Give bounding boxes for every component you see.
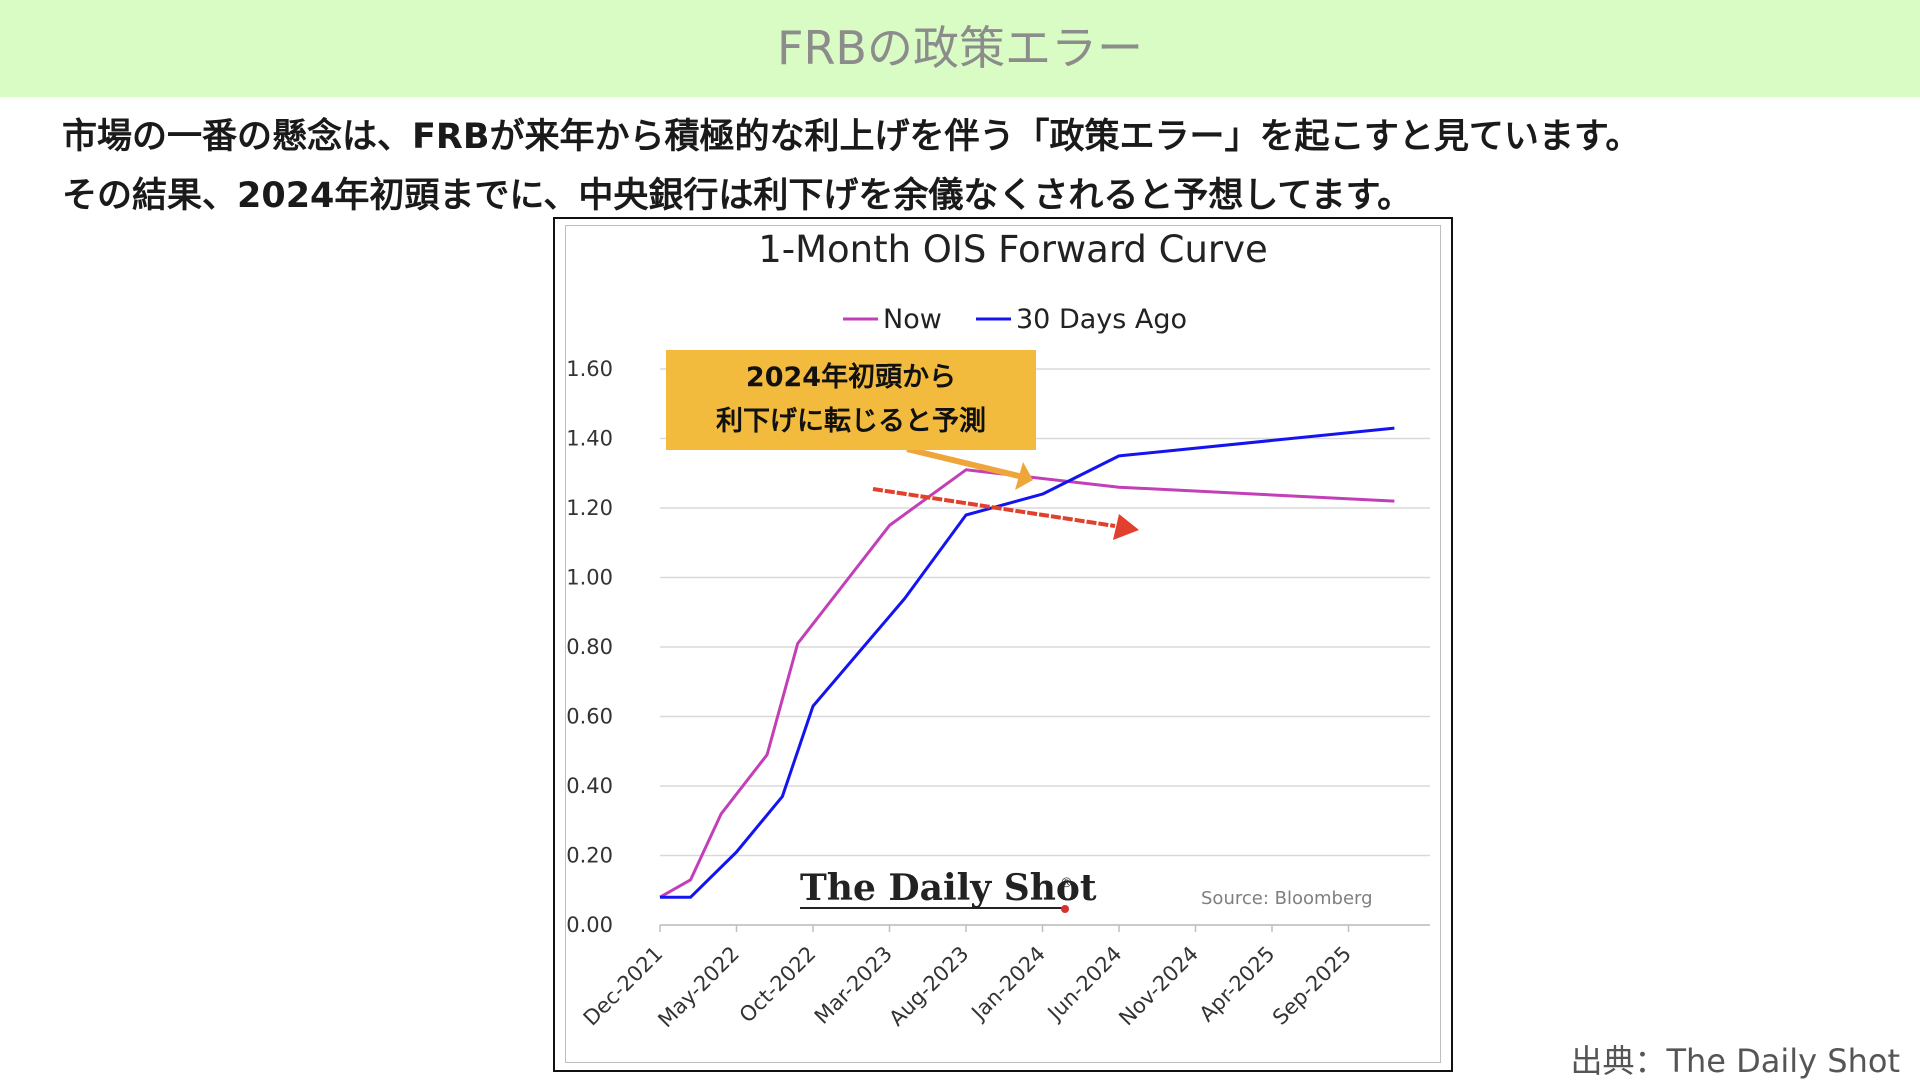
x-axis-ticks: Dec-2021May-2022Oct-2022Mar-2023Aug-2023… [579,925,1356,1032]
series-line-now [659,468,1395,899]
chart-inner-border [565,225,1441,1063]
ois-forward-curve-chart: 0.00 0.20 0.40 0.60 0.80 1.00 1.20 1.40 1.60 Dec… [566,228,1430,1032]
y-tick-label: 0.00 [566,913,613,937]
callout-line-2: 利下げに転じると予測 [716,406,986,437]
x-tick-label: Oct-2022 [735,942,821,1028]
x-tick-label: Jan-2024 [966,942,1050,1026]
x-tick-label: Aug-2023 [884,942,973,1031]
watermark-dot [1061,905,1069,913]
y-tick-label: 0.80 [566,635,613,659]
trend-arrow [872,487,1116,528]
y-tick-label: 1.00 [566,566,613,590]
x-tick-label: Sep-2025 [1268,942,1356,1030]
x-tick-label: Mar-2023 [810,942,897,1029]
watermark-registered: ® [1060,876,1073,891]
y-tick-label: 0.40 [566,774,613,798]
y-tick-label: 0.20 [566,844,613,868]
chart-legend: Now 30 Days Ago [843,304,1187,335]
watermark-brand: The Daily Shot [800,867,1097,909]
page-title: FRBの政策エラー [777,21,1143,75]
chart-gridlines [660,368,1430,926]
watermark: The Daily Shot ® Source: Bloomberg [800,867,1373,913]
series-lines [659,426,1395,899]
x-tick-label: Nov-2024 [1114,942,1203,1031]
source-credit: 出典：The Daily Shot [1570,1042,1900,1080]
lead-text-line-2: その結果、2024年初頭までに、中央銀行は利下げを余儀なくされると予想してます。 [62,176,1413,216]
series-line-30-days-ago [660,426,1395,899]
callout-arrow-head [1015,462,1033,490]
chart-title: 1-Month OIS Forward Curve [758,228,1268,271]
watermark-source: Source: Bloomberg [1201,888,1373,909]
y-tick-label: 1.60 [566,357,613,381]
y-tick-label: 1.20 [566,496,613,520]
callout-line-1: 2024年初頭から [745,362,957,393]
callout-arrow [906,446,1024,480]
y-tick-label: 0.60 [566,705,613,729]
legend-label-30-days-ago: 30 Days Ago [1016,304,1187,335]
trend-arrow-head [1113,514,1139,540]
annotation-arrows [872,446,1139,540]
title-banner [0,0,1920,97]
lead-text-line-1: 市場の一番の懸念は、FRBが来年から積極的な利上げを伴う「政策エラー」を起こすと… [62,117,1641,157]
y-axis-ticks: 0.00 0.20 0.40 0.60 0.80 1.00 1.20 1.40 1.60 [566,357,613,937]
x-tick-label: Apr-2025 [1195,942,1280,1027]
forecast-callout: 2024年初頭から 利下げに転じると予測 [666,350,1036,450]
x-tick-label: May-2022 [653,942,744,1033]
legend-label-now: Now [883,304,942,335]
y-tick-label: 1.40 [566,427,613,451]
